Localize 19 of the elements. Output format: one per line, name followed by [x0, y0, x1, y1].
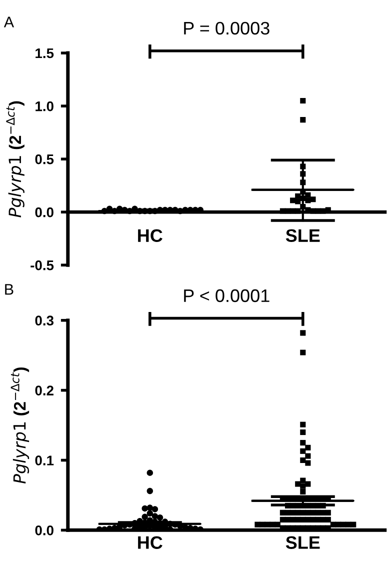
y-tick-label: 0.0 [35, 525, 54, 536]
y-tick-label: 1.5 [36, 48, 54, 58]
y-tick-label: 0.3 [35, 316, 54, 326]
y-tick-label: 0.0 [35, 207, 54, 218]
y-tick-label: 0.2 [35, 386, 54, 396]
y-tick-label: -0.5 [30, 260, 54, 270]
y-tick-label: 0.1 [35, 456, 54, 466]
text: P < 0.0001 [184, 289, 270, 302]
text: A [4, 16, 14, 28]
y-axis-title: Pglyrp1 (2$^{−∆ct}$) [6, 101, 24, 218]
text: P = 0.0003 [184, 22, 270, 35]
y-tick-label: 1.0 [36, 101, 54, 112]
x-tick-label: HC [138, 536, 162, 549]
y-axis-title: Pglyrp1 (2$^{−∆ct}$) [10, 367, 30, 484]
y-tick-label: 0.5 [35, 154, 54, 164]
x-tick-label: SLE [286, 536, 320, 549]
text: B [5, 284, 14, 295]
x-tick-label: SLE [286, 229, 320, 242]
x-tick-label: HC [138, 229, 162, 242]
